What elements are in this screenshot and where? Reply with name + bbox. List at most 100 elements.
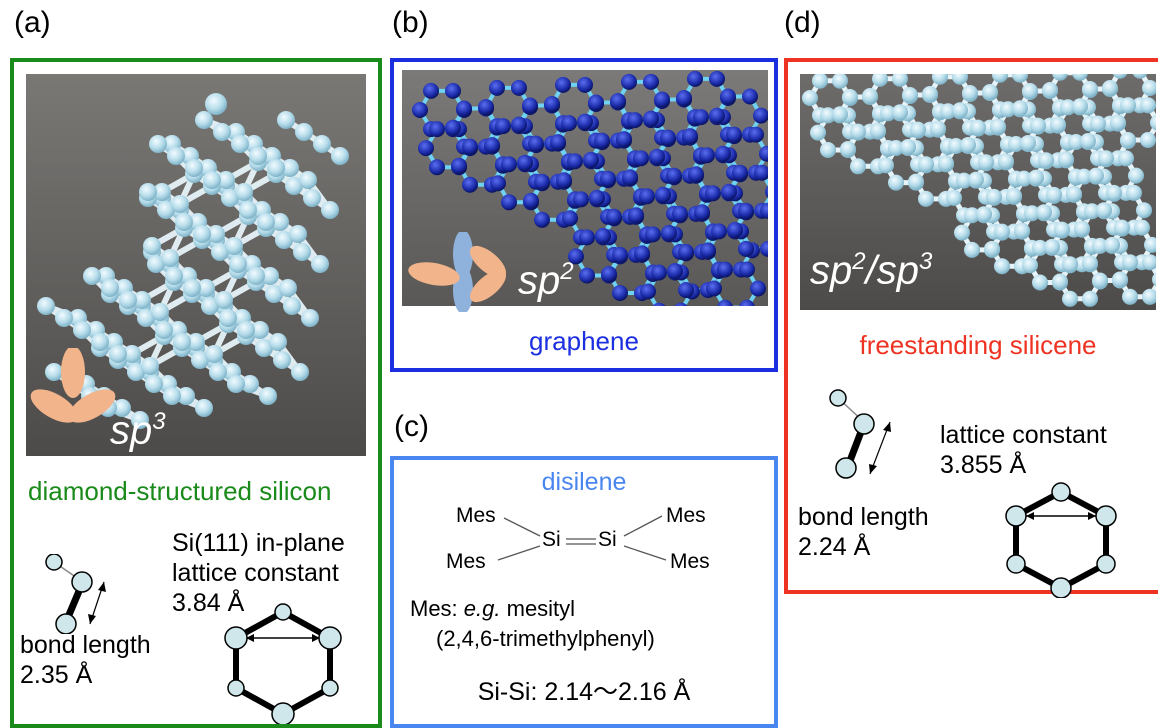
lattice-atom [1088, 167, 1104, 184]
lattice-atom [748, 126, 764, 143]
lattice-atom [215, 291, 233, 309]
silicene-lattice-model [800, 74, 1156, 310]
lattice-atom [1020, 135, 1036, 151]
lattice-atom [489, 79, 505, 96]
lattice-atom [151, 303, 169, 321]
lattice-atom [511, 116, 527, 133]
lattice-atom [227, 375, 245, 393]
bond-icon [829, 389, 891, 479]
lattice-atom [299, 171, 317, 189]
lattice-atom [1042, 82, 1058, 98]
lattice-atom [1140, 132, 1156, 148]
lattice-atom [456, 100, 472, 117]
lattice-atom [1082, 81, 1098, 97]
orbital-sp2-icon [408, 232, 507, 312]
lattice-atom [738, 240, 754, 257]
si-right: Si [598, 528, 617, 551]
lattice-atom [562, 210, 578, 227]
lattice-atom [1024, 205, 1040, 222]
lattice-atom [261, 267, 279, 285]
lattice-atom [705, 185, 721, 202]
lattice-atom [523, 192, 539, 209]
lattice-atom [1060, 99, 1076, 116]
lattice-atom [643, 110, 659, 127]
lattice-atom [1152, 272, 1156, 287]
lattice-atom [1102, 80, 1118, 96]
lattice-atom [660, 129, 676, 146]
lattice-atom [606, 208, 622, 225]
lattice-atom [167, 147, 185, 165]
lattice-atom [195, 399, 213, 417]
lattice-atom [700, 242, 716, 259]
lattice-atom [654, 91, 670, 108]
lattice-atom [157, 201, 175, 219]
panel-b-label: (b) [392, 6, 429, 39]
lattice-atom [918, 190, 934, 207]
lattice-atom [1118, 150, 1134, 167]
lattice-atom [970, 119, 986, 136]
lattice-atom [1066, 185, 1082, 202]
lattice-atom [175, 213, 193, 231]
lattice-atom [932, 74, 948, 85]
lattice-atom [1096, 202, 1112, 219]
lattice-atom [579, 229, 595, 246]
lattice-atom [1022, 83, 1038, 99]
lattice-atom [678, 282, 694, 298]
lattice-atom [661, 224, 677, 241]
lattice-atom [688, 166, 704, 183]
lattice-atom [616, 131, 632, 148]
panel-c: disilene Mes Mes Mes Mes Si Si Mes: e.g.… [390, 456, 778, 728]
mes-bottom-left: Mes [446, 550, 486, 573]
lattice-atom [850, 158, 866, 175]
lattice-atom [1150, 114, 1156, 131]
lattice-atom [131, 411, 149, 429]
lattice-atom [810, 124, 826, 141]
lattice-atom [211, 243, 229, 261]
lattice-atom [153, 183, 171, 201]
panel-d-label: (d) [784, 6, 821, 39]
lattice-atom [994, 223, 1010, 240]
panel-d-bond-value: 2.24 Å [798, 533, 871, 561]
lattice-atom [550, 134, 566, 151]
sp3-label: sp3 [110, 408, 166, 453]
lattice-atom [726, 126, 742, 143]
lattice-atom [964, 207, 980, 224]
panel-d-lattice-line1: lattice constant [940, 421, 1107, 449]
lattice-atom [738, 202, 754, 219]
lattice-atom [149, 135, 167, 153]
lattice-atom [177, 387, 195, 405]
lattice-atom [930, 120, 946, 137]
lattice-atom [832, 74, 848, 89]
lattice-atom [1072, 74, 1088, 81]
lattice-atom [1082, 255, 1098, 272]
lattice-atom [445, 119, 461, 136]
lattice-atom [739, 261, 755, 278]
lattice-atom [693, 109, 709, 126]
panel-a-lattice-line2: lattice constant [172, 559, 339, 587]
lattice-atom [221, 189, 239, 207]
lattice-atom [155, 321, 173, 339]
lattice-atom [203, 171, 221, 189]
lattice-atom [840, 141, 856, 157]
lattice-atom [639, 188, 655, 205]
diamond-lattice-model [26, 74, 366, 456]
lattice-atom [577, 113, 593, 130]
lattice-atom [311, 255, 329, 273]
lattice-atom [185, 159, 203, 177]
hexagon-ring-icon [224, 603, 342, 724]
lattice-atom [878, 157, 894, 174]
lattice-atom [1006, 187, 1022, 204]
lattice-atom [872, 74, 888, 87]
panel-a: sp3 diamond-structured silicon bond leng… [10, 58, 382, 728]
lattice-atom [750, 280, 766, 297]
lattice-atom [742, 88, 758, 105]
lattice-atom [1132, 74, 1148, 79]
panel-d-bond-label: bond length [798, 503, 929, 531]
lattice-atom [946, 189, 962, 206]
panel-d-lattice-value: 3.855 Å [940, 451, 1027, 479]
lattice-atom [295, 123, 313, 141]
lattice-atom [213, 123, 231, 141]
lattice-atom [1030, 117, 1046, 134]
lattice-atom [143, 237, 161, 255]
lattice-atom [986, 188, 1002, 205]
